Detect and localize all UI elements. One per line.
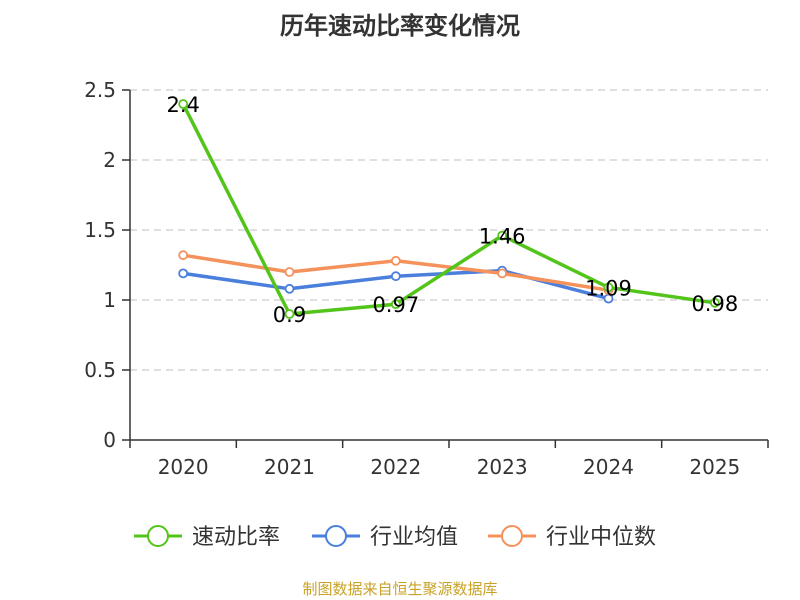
data-point	[284, 309, 295, 319]
axes: 0 0.5 1 1.5 2 2.5 2020 2021 2022 2023 2024 2025	[84, 78, 769, 479]
legend-label: 行业均值	[370, 525, 458, 550]
chart-title: 历年速动比率变化情况	[280, 12, 520, 40]
y-tick-label: 0.5	[84, 358, 116, 382]
x-tick-label: 2022	[370, 455, 421, 479]
y-tick-label: 1.5	[84, 218, 116, 242]
data-point	[497, 230, 508, 241]
x-tick-label: 2023	[477, 455, 528, 479]
y-tick-label: 2	[103, 148, 116, 172]
x-tick-label: 2020	[158, 455, 209, 479]
data-point	[709, 297, 720, 308]
data-labels: 2.4 0.9 0.97 1.46 1.09 0.98	[166, 93, 738, 327]
series-line	[181, 103, 716, 316]
data-point	[390, 299, 401, 310]
x-tick-label: 2021	[264, 455, 315, 479]
data-point	[390, 255, 401, 266]
data-point	[497, 268, 508, 279]
data-label: 1.09	[585, 276, 632, 300]
data-label: 0.98	[691, 292, 738, 316]
gridlines	[130, 89, 768, 371]
data-point	[178, 99, 189, 109]
x-tick-label: 2024	[583, 455, 634, 479]
y-tick-label: 2.5	[84, 78, 116, 102]
data-label: 0.9	[273, 303, 306, 327]
data-point	[284, 267, 295, 277]
data-label: 2.4	[166, 93, 199, 117]
legend-marker	[147, 525, 169, 547]
data-point	[178, 268, 189, 279]
legend-label: 行业中位数	[546, 525, 656, 550]
data-label: 1.46	[479, 225, 526, 249]
legend-label: 速动比率	[192, 525, 280, 550]
x-tick-label: 2025	[689, 455, 740, 479]
y-tick-label: 0	[103, 428, 116, 452]
data-label: 0.97	[372, 293, 419, 317]
data-point	[178, 250, 189, 261]
legend: 速动比率 行业均值 行业中位数	[134, 525, 656, 550]
data-point	[603, 282, 614, 293]
y-tick-label: 1	[103, 288, 116, 312]
legend-marker	[325, 525, 347, 547]
legend-marker	[501, 525, 523, 547]
series-lines	[178, 99, 720, 319]
data-point	[284, 283, 295, 294]
data-point	[390, 271, 401, 282]
source-note: 制图数据来自恒生聚源数据库	[302, 580, 498, 598]
